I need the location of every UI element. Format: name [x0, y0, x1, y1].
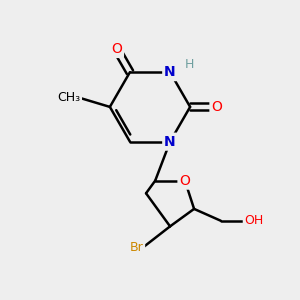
- Text: O: O: [212, 100, 222, 114]
- Text: H: H: [185, 58, 194, 71]
- Text: CH₃: CH₃: [57, 92, 80, 104]
- Text: O: O: [111, 42, 122, 56]
- Text: N: N: [164, 65, 176, 79]
- Text: Br: Br: [130, 241, 143, 254]
- Text: N: N: [164, 135, 176, 149]
- Text: OH: OH: [244, 214, 264, 227]
- Text: O: O: [179, 174, 190, 188]
